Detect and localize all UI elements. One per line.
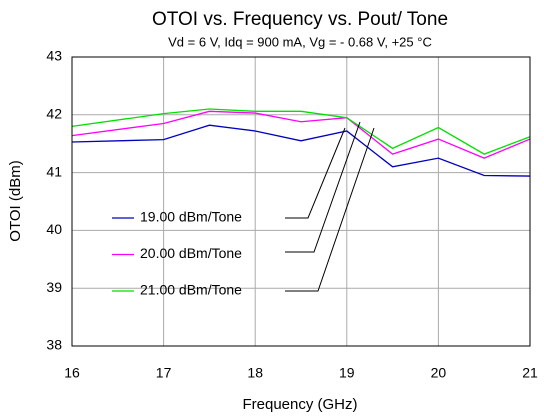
leader-line: [285, 127, 375, 292]
x-tick-label: 18: [247, 365, 263, 381]
plot-frame: [71, 56, 531, 347]
legend-label: 19.00 dBm/Tone: [140, 209, 242, 225]
leader-line: [285, 121, 361, 253]
x-tick-label: 16: [64, 365, 80, 381]
chart-title: OTOI vs. Frequency vs. Pout/ Tone: [152, 9, 448, 30]
x-tick-label: 20: [431, 365, 447, 381]
legend-label: 21.00 dBm/Tone: [140, 282, 242, 298]
grid: [71, 56, 531, 347]
leader-line: [285, 127, 346, 219]
x-tick-label: 21: [522, 365, 538, 381]
series-line: [71, 110, 531, 159]
legend: 19.00 dBm/Tone 20.00 dBm/Tone 21.00 dBm/To…: [112, 209, 242, 298]
chart-subtitle: Vd = 6 V, Idq = 900 mA, Vg = - 0.68 V, +…: [168, 34, 432, 49]
x-axis-label: Frequency (GHz): [242, 396, 357, 413]
legend-label: 20.00 dBm/Tone: [140, 245, 242, 261]
series-line: [71, 108, 531, 155]
x-tick-label: 17: [156, 365, 172, 381]
y-tick-label: 41: [46, 163, 62, 179]
y-tick-label: 40: [46, 221, 62, 237]
y-axis-label: OTOI (dBm): [7, 160, 24, 241]
y-tick-label: 42: [46, 106, 62, 122]
y-tick-label: 38: [46, 337, 62, 353]
leader-lines: [285, 121, 375, 292]
y-tick-label: 43: [46, 48, 62, 64]
y-tick-label: 39: [46, 279, 62, 295]
x-tick-label: 19: [339, 365, 355, 381]
series-line: [71, 124, 531, 177]
lines: [71, 108, 531, 177]
